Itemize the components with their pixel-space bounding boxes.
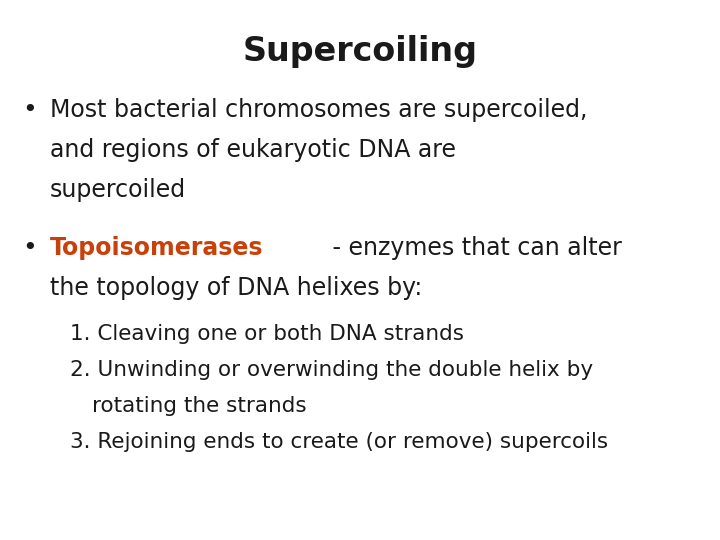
- Text: 3. Rejoining ends to create (or remove) supercoils: 3. Rejoining ends to create (or remove) …: [70, 432, 608, 452]
- Text: 1. Cleaving one or both DNA strands: 1. Cleaving one or both DNA strands: [70, 324, 464, 344]
- Text: 2. Unwinding or overwinding the double helix by: 2. Unwinding or overwinding the double h…: [70, 360, 593, 380]
- Text: supercoiled: supercoiled: [50, 178, 186, 202]
- Text: •: •: [22, 236, 37, 260]
- Text: - enzymes that can alter: - enzymes that can alter: [325, 236, 622, 260]
- Text: and regions of eukaryotic DNA are: and regions of eukaryotic DNA are: [50, 138, 456, 162]
- Text: Most bacterial chromosomes are supercoiled,: Most bacterial chromosomes are supercoil…: [50, 98, 588, 122]
- Text: rotating the strands: rotating the strands: [92, 396, 307, 416]
- Text: the topology of DNA helixes by:: the topology of DNA helixes by:: [50, 276, 422, 300]
- Text: Topoisomerases: Topoisomerases: [50, 236, 264, 260]
- Text: •: •: [22, 98, 37, 122]
- Text: Supercoiling: Supercoiling: [243, 35, 477, 68]
